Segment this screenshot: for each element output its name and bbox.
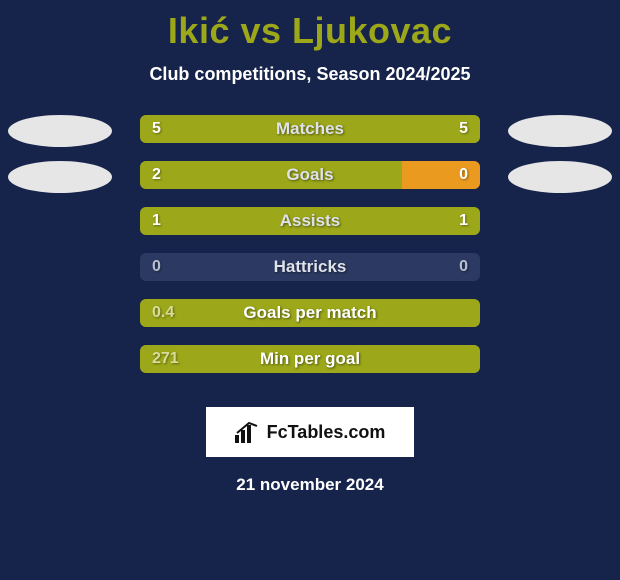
stat-bar: Goals2 0: [140, 161, 480, 189]
stat-value-right: 0: [459, 253, 468, 281]
stat-value-right: 0: [459, 161, 468, 189]
stat-label: Goals per match: [140, 299, 480, 327]
stat-row: Matches5 5: [0, 115, 620, 161]
stat-value-left: 1: [152, 207, 161, 235]
stat-value-left: 0: [152, 253, 161, 281]
page-title: Ikić vs Ljukovac: [0, 0, 620, 52]
date-text: 21 november 2024: [0, 475, 620, 495]
stat-bar: Matches5 5: [140, 115, 480, 143]
stat-row: Goals2 0: [0, 161, 620, 207]
fctables-logo: FcTables.com: [206, 407, 414, 457]
stat-value-left: 5: [152, 115, 161, 143]
stat-label: Goals: [140, 161, 480, 189]
fctables-logo-text: FcTables.com: [267, 422, 386, 443]
stats-rows: Matches55Goals20Assists11Hattricks00Goal…: [0, 115, 620, 391]
subtitle: Club competitions, Season 2024/2025: [0, 64, 620, 85]
stat-row: Min per goal271: [0, 345, 620, 391]
stat-label: Hattricks: [140, 253, 480, 281]
stat-row: Hattricks0 0: [0, 253, 620, 299]
stat-row: Assists1 1: [0, 207, 620, 253]
stat-bar: Min per goal271: [140, 345, 480, 373]
stat-label: Matches: [140, 115, 480, 143]
stat-bar: Assists1 1: [140, 207, 480, 235]
stat-value-left: 2: [152, 161, 161, 189]
team-placeholder-right: [508, 115, 612, 147]
stat-value-left: 271: [152, 345, 179, 373]
team-placeholder-left: [8, 115, 112, 147]
stat-bar: Hattricks0 0: [140, 253, 480, 281]
fctables-logo-icon: [235, 421, 261, 443]
stat-label: Min per goal: [140, 345, 480, 373]
team-placeholder-left: [8, 161, 112, 193]
stat-value-left: 0.4: [152, 299, 174, 327]
stat-bar: Goals per match0.4: [140, 299, 480, 327]
stat-label: Assists: [140, 207, 480, 235]
stat-value-right: 5: [459, 115, 468, 143]
team-placeholder-right: [508, 161, 612, 193]
stat-value-right: 1: [459, 207, 468, 235]
stat-row: Goals per match0.4: [0, 299, 620, 345]
comparison-infographic: Ikić vs Ljukovac Club competitions, Seas…: [0, 0, 620, 580]
